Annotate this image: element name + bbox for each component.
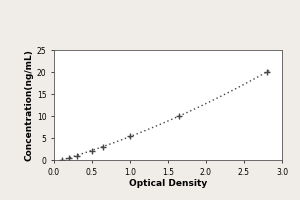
Y-axis label: Concentration(ng/mL): Concentration(ng/mL) — [25, 49, 34, 161]
X-axis label: Optical Density: Optical Density — [129, 179, 207, 188]
